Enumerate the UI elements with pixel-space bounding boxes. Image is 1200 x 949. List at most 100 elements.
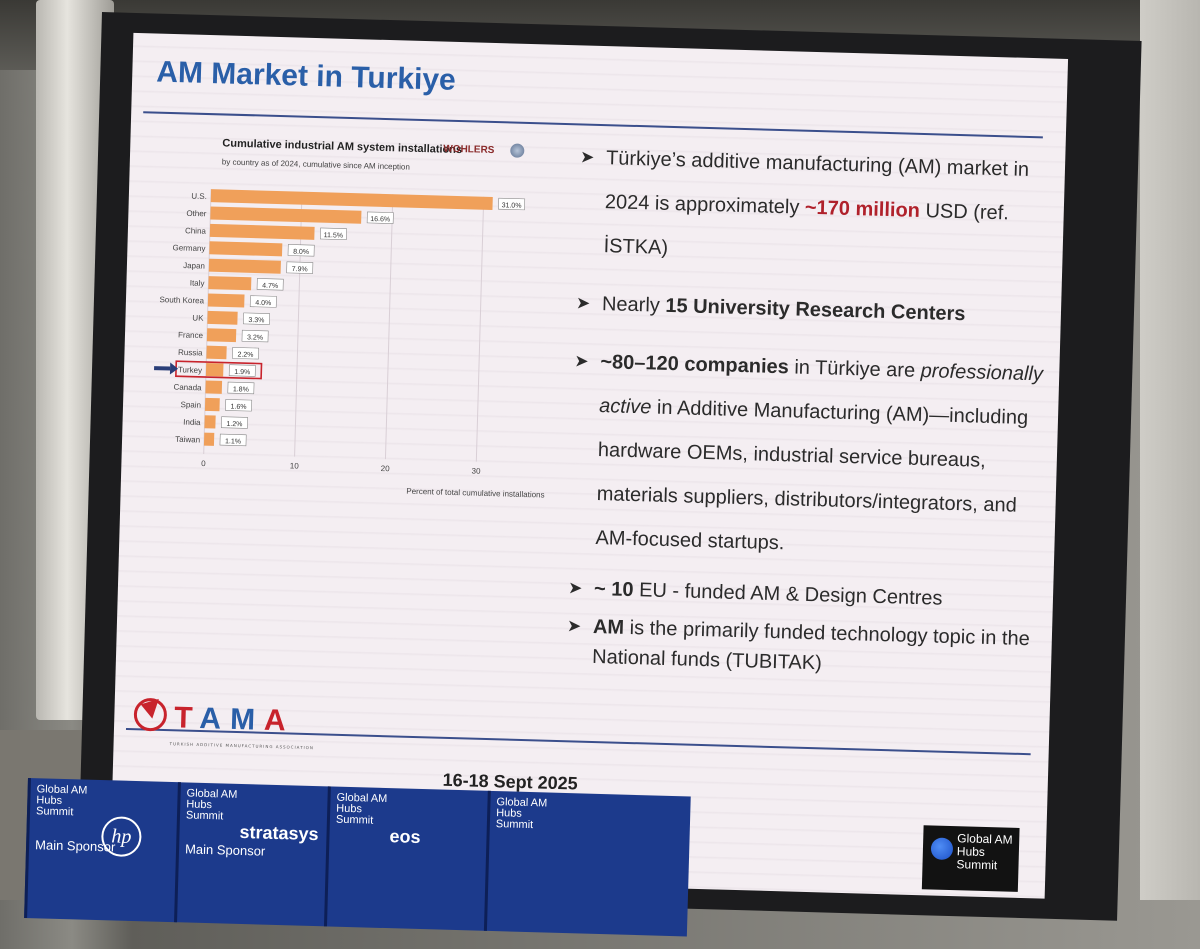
value-label: 3.3% — [248, 317, 264, 324]
chart-title: Cumulative industrial AM system installa… — [222, 137, 463, 157]
category-label: India — [183, 418, 201, 427]
value-label-box — [287, 244, 315, 257]
wohlers-logo: WOHLERS — [443, 143, 495, 157]
sponsor-brand-logo: stratasys — [239, 821, 319, 845]
sponsor-panel-header: Global AM Hubs Summit — [35, 783, 88, 819]
sponsor-banner: Global AM Hubs Summit Main Sponsor hp Globa… — [24, 778, 1147, 949]
bullet-item: ➤ Türkiye’s additive manufacturing (AM) m… — [577, 135, 1051, 280]
arrow-bullet-icon: ➤ — [566, 616, 582, 636]
installations-chart: Cumulative industrial AM system installa… — [148, 134, 581, 566]
bullet-text: 15 University Research Centers — [665, 294, 966, 326]
category-label: Taiwan — [175, 435, 200, 445]
sponsor-panel: Global AM Hubs Summit — [483, 790, 691, 937]
category-label: France — [178, 330, 204, 340]
bar — [208, 258, 281, 274]
value-label-box — [221, 416, 248, 429]
value-label-box — [241, 329, 269, 343]
bar — [210, 206, 362, 224]
title-divider — [143, 111, 1043, 139]
value-label: 4.0% — [255, 300, 271, 307]
bullet-text: EU - funded AM & Design Centres — [633, 579, 943, 610]
bar — [204, 397, 220, 412]
value-label: 1.9% — [234, 369, 250, 376]
value-label-box — [319, 227, 347, 241]
tama-letter: A — [198, 702, 231, 736]
value-label-box — [498, 197, 526, 211]
chart-subtitle: by country as of 2024, cumulative since … — [221, 157, 411, 172]
bar — [209, 223, 315, 240]
bullet-text: AM — [592, 615, 625, 639]
bullet-item: ➤ Nearly 15 University Research Centers — [575, 281, 1046, 338]
category-label: Russia — [178, 348, 203, 358]
sponsor-panel-header: Global AM Hubs Summit — [335, 791, 388, 827]
value-label: 16.6% — [370, 216, 390, 224]
bullet-text: in Additive Manufacturing (AM)—including… — [595, 396, 1029, 555]
bullet-item: ➤ AM is the primarily funded technology t… — [566, 611, 1037, 684]
sponsor-panel: Global AM Hubs Summit Main Sponsor stratas… — [174, 782, 331, 927]
presentation-slide: AM Market in Turkiye Cumulative industri… — [109, 32, 1069, 899]
category-label: Other — [186, 209, 207, 219]
value-label: 11.5% — [324, 232, 344, 240]
sponsor-level: Main Sponsor — [184, 841, 266, 859]
room-wall-right — [1140, 0, 1200, 900]
category-label: U.S. — [191, 192, 207, 201]
value-label: 1.8% — [233, 386, 249, 393]
bullet-list: ➤ Türkiye’s additive manufacturing (AM) m… — [566, 135, 1051, 692]
x-tick-label: 0 — [201, 459, 206, 468]
value-label-box — [228, 364, 256, 377]
arrow-bullet-icon: ➤ — [567, 578, 583, 598]
bar — [204, 415, 216, 429]
sponsor-brand-logo: hp — [100, 816, 142, 858]
value-label-box — [256, 278, 284, 291]
bullet-text: ~80–120 companies — [600, 351, 790, 379]
bullet-text: ~ 10 — [593, 577, 634, 602]
bullet-text: in Türkiye are — [788, 356, 921, 382]
bar — [205, 363, 224, 377]
category-label: Canada — [173, 383, 202, 393]
value-label-box — [243, 312, 270, 325]
bar — [206, 328, 237, 343]
tama-emblem-icon — [133, 698, 167, 732]
tama-logo: TAMA TURKISH ADDITIVE MANUFACTURING ASSO… — [130, 688, 314, 750]
value-label-box — [225, 399, 253, 412]
value-label-box — [249, 295, 277, 308]
slide-title: AM Market in Turkiye — [155, 55, 457, 97]
bar — [207, 293, 245, 308]
partner-logo-icon — [510, 143, 525, 158]
x-tick-label: 30 — [471, 467, 481, 476]
value-label: 1.1% — [225, 438, 241, 445]
bar — [205, 380, 223, 394]
value-label: 4.7% — [262, 283, 278, 290]
bar — [210, 189, 493, 210]
bullet-text: ~170 million — [804, 196, 921, 222]
tama-wordmark: TAMA — [174, 701, 295, 738]
category-label: Germany — [172, 243, 205, 253]
category-label: Spain — [180, 400, 201, 410]
value-label-box — [227, 381, 255, 395]
category-label: Japan — [183, 261, 205, 271]
value-label-box — [232, 347, 259, 360]
bar — [209, 241, 283, 257]
sponsor-panel: Global AM Hubs Summit Main Sponsor hp — [24, 778, 181, 923]
sponsor-panel-header: Global AM Hubs Summit — [495, 796, 548, 832]
value-label: 7.9% — [292, 266, 308, 273]
value-label: 1.2% — [226, 421, 242, 428]
tama-subtitle: TURKISH ADDITIVE MANUFACTURING ASSOCIATI… — [169, 741, 314, 751]
tama-letter: T — [173, 701, 200, 735]
sponsor-brand-logo: eos — [389, 826, 421, 847]
bar — [207, 310, 238, 325]
arrow-bullet-icon: ➤ — [579, 147, 595, 167]
x-tick-label: 10 — [290, 461, 300, 470]
value-label: 1.6% — [230, 404, 246, 411]
display-screen: AM Market in Turkiye Cumulative industri… — [77, 12, 1142, 921]
x-axis-label: Percent of total cumulative installation… — [406, 487, 544, 500]
value-label-box — [366, 211, 394, 224]
bar — [203, 432, 215, 446]
bullet-item: ➤ ~ 10 EU - funded AM & Design Centres — [568, 573, 1039, 616]
arrow-bullet-icon: ➤ — [575, 293, 591, 313]
value-label: 31.0% — [502, 202, 522, 210]
grid-line — [475, 196, 485, 462]
category-label: South Korea — [159, 295, 204, 305]
sponsor-panel-header: Global AM Hubs Summit — [185, 787, 238, 823]
bullet-text: is the primarily funded technology topic… — [591, 616, 1031, 675]
